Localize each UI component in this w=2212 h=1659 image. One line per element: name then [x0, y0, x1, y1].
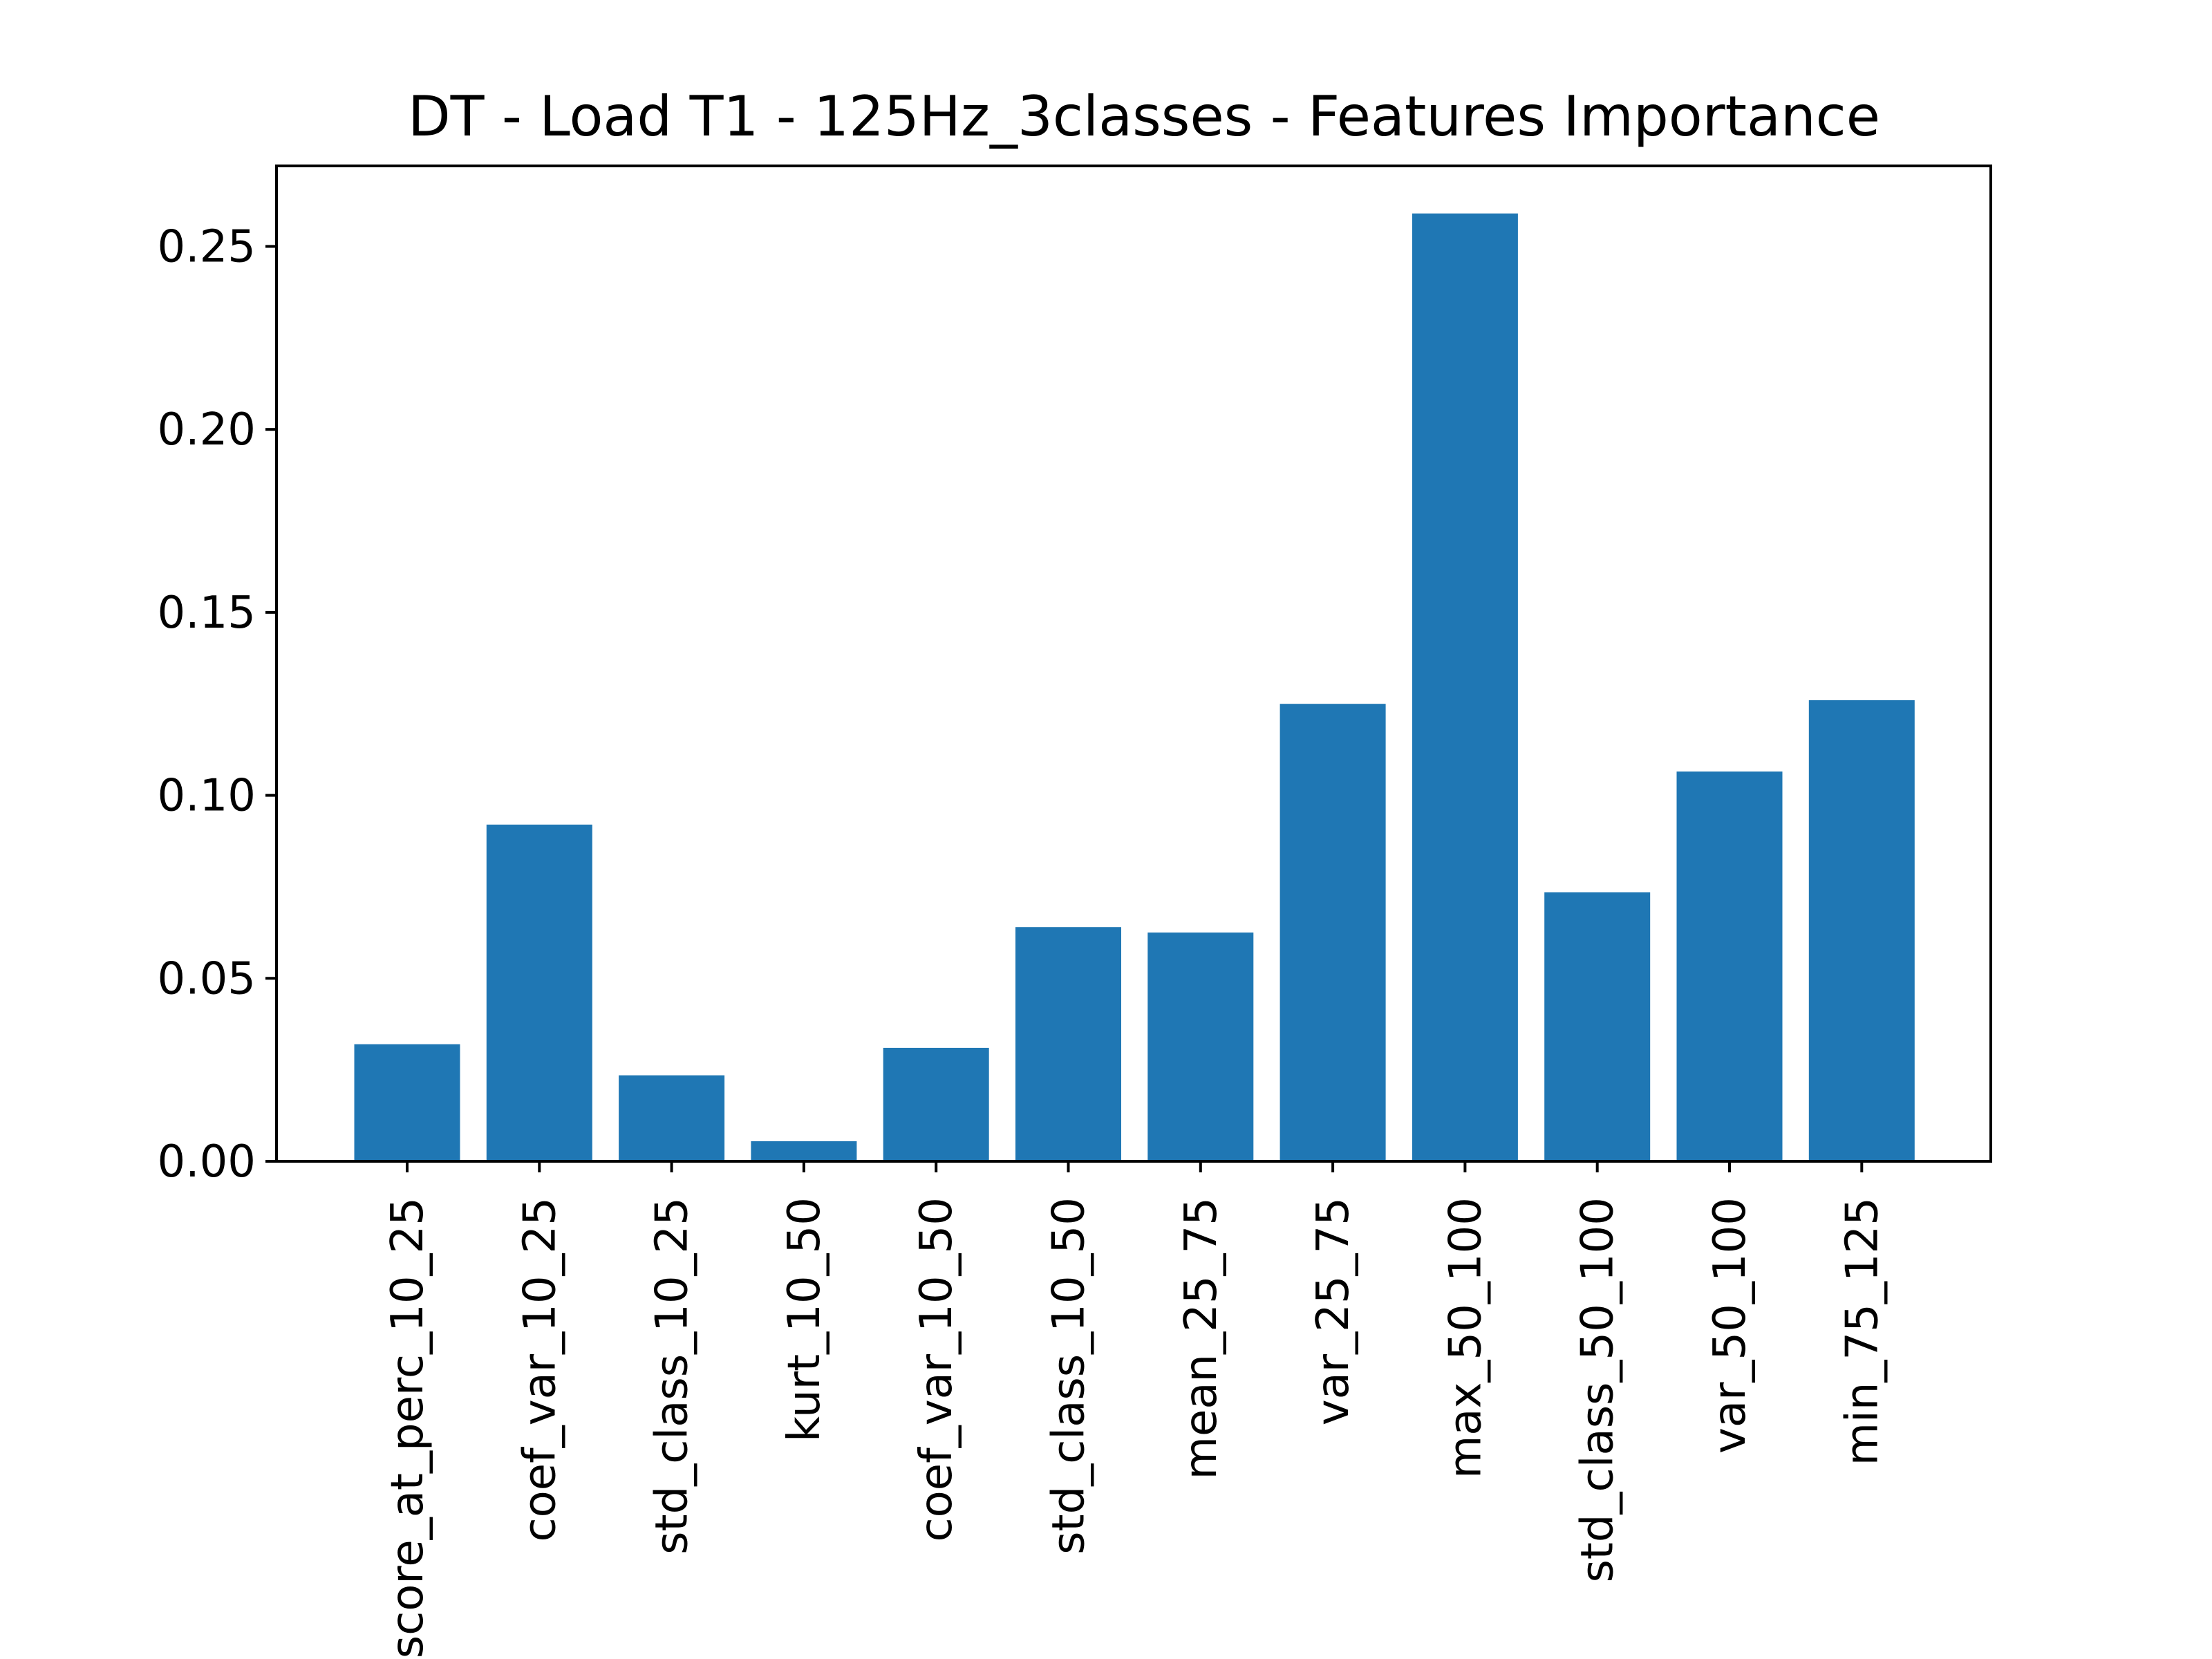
bar-min_75_125 [1808, 700, 1915, 1161]
bar-kurt_10_50 [751, 1141, 857, 1161]
x-tick-label: var_25_75 [1308, 1197, 1359, 1425]
y-tick-label: 0.25 [158, 221, 256, 272]
x-tick-label: min_75_125 [1837, 1197, 1888, 1465]
bar-std_class_10_50 [1015, 927, 1121, 1161]
x-tick-label: max_50_100 [1440, 1197, 1491, 1479]
bar-coef_var_10_25 [486, 824, 592, 1161]
x-tick-label: kurt_10_50 [779, 1197, 830, 1442]
y-axis: 0.00 0.05 0.10 0.15 0.20 0.25 [158, 221, 276, 1188]
x-tick-label: std_class_50_100 [1573, 1197, 1624, 1583]
bar-std_class_50_100 [1544, 892, 1651, 1161]
y-tick-label: 0.10 [158, 771, 256, 822]
bar-coef_var_10_50 [883, 1047, 989, 1161]
x-tick-label: coef_var_10_25 [514, 1197, 565, 1542]
bar-mean_25_75 [1147, 932, 1254, 1161]
chart-title: DT - Load T1 - 125Hz_3classes - Features… [408, 84, 1880, 149]
x-axis: score_at_perc_10_25 coef_var_10_25 std_cla… [382, 1161, 1888, 1658]
x-tick-label: var_50_100 [1705, 1197, 1756, 1454]
x-tick-label: score_at_perc_10_25 [382, 1197, 433, 1658]
bars [354, 213, 1915, 1161]
x-tick-label: mean_25_75 [1176, 1197, 1227, 1479]
bar-std_class_10_25 [619, 1075, 725, 1161]
y-tick-label: 0.05 [158, 953, 256, 1004]
bar-var_25_75 [1280, 704, 1386, 1161]
bar-score_at_perc_10_25 [354, 1044, 460, 1161]
x-tick-label: std_class_10_50 [1044, 1197, 1095, 1555]
bar-max_50_100 [1412, 213, 1518, 1161]
y-tick-label: 0.00 [158, 1136, 256, 1188]
plot-frame [275, 165, 1992, 1163]
y-tick-label: 0.20 [158, 404, 256, 456]
x-tick-label: std_class_10_25 [647, 1197, 698, 1555]
y-tick-label: 0.15 [158, 588, 256, 639]
x-tick-label: coef_var_10_50 [911, 1197, 962, 1542]
bar-var_50_100 [1676, 771, 1783, 1161]
